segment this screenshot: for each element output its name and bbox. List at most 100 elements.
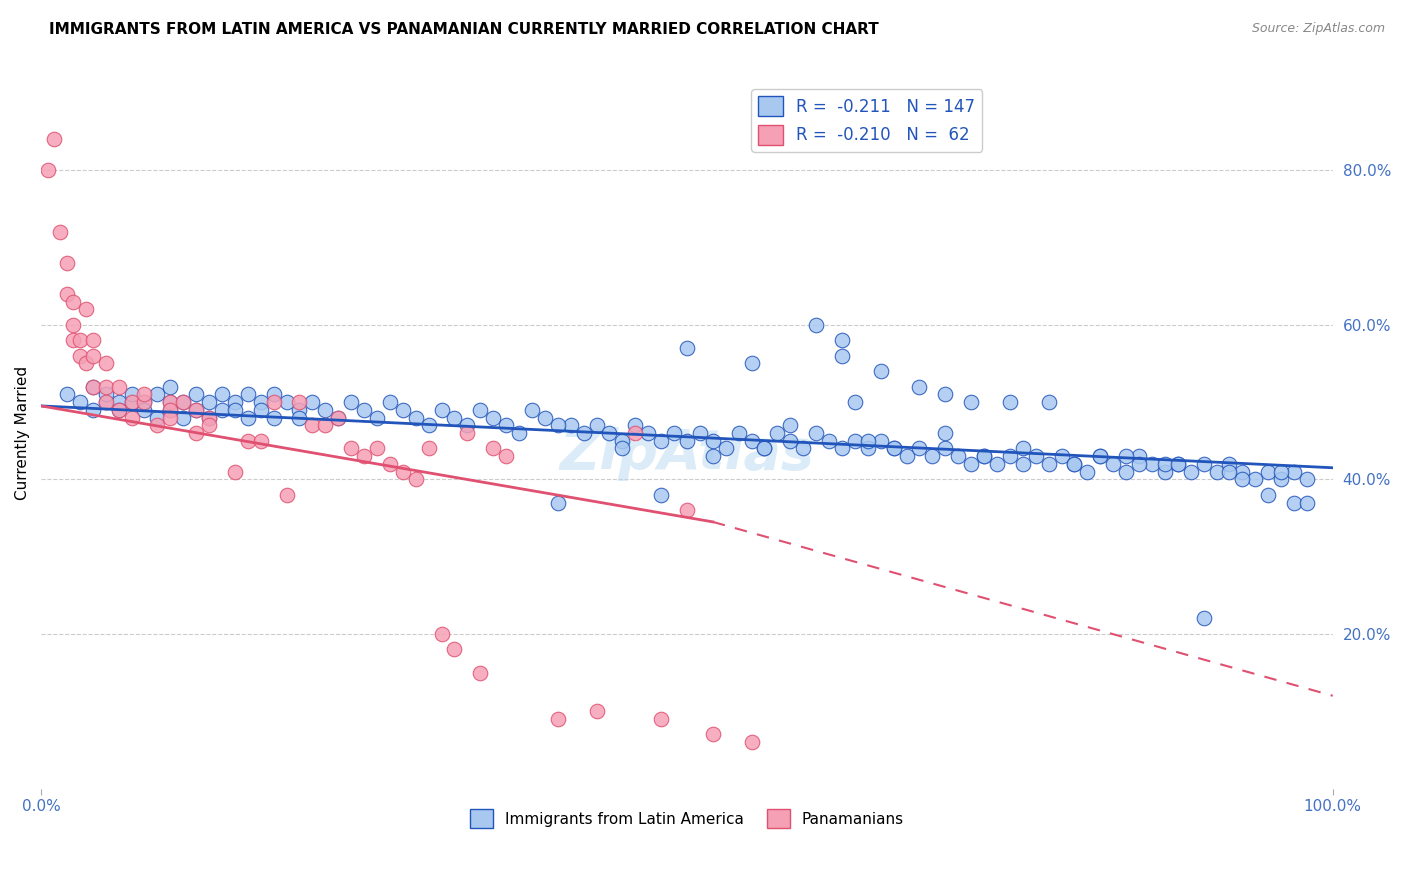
Point [741, 735, 763, 749]
Point [121, 387, 143, 401]
Point [754, 442, 776, 456]
Point [572, 425, 595, 440]
Point [75, 302, 97, 317]
Point [340, 395, 363, 409]
Point [236, 410, 259, 425]
Point [1038, 457, 1060, 471]
Point [146, 387, 169, 401]
Point [1257, 465, 1279, 479]
Point [741, 434, 763, 448]
Point [585, 704, 607, 718]
Point [1205, 465, 1227, 479]
Point [1063, 457, 1085, 471]
Point [288, 402, 311, 417]
Point [1115, 465, 1137, 479]
Point [1115, 449, 1137, 463]
Point [754, 442, 776, 456]
Point [211, 387, 233, 401]
Point [998, 395, 1021, 409]
Point [42, 132, 65, 146]
Point [82, 379, 104, 393]
Point [1011, 442, 1033, 456]
Point [236, 434, 259, 448]
Point [495, 449, 517, 463]
Point [159, 402, 181, 417]
Point [456, 418, 478, 433]
Point [1090, 449, 1112, 463]
Point [831, 442, 853, 456]
Point [94, 387, 117, 401]
Point [56, 387, 79, 401]
Point [831, 333, 853, 347]
Point [869, 434, 891, 448]
Point [766, 425, 789, 440]
Point [998, 449, 1021, 463]
Point [547, 712, 569, 726]
Point [107, 379, 129, 393]
Point [1128, 449, 1150, 463]
Point [637, 425, 659, 440]
Point [520, 402, 543, 417]
Point [1167, 457, 1189, 471]
Point [314, 402, 336, 417]
Point [75, 356, 97, 370]
Point [714, 442, 737, 456]
Point [495, 418, 517, 433]
Point [69, 333, 91, 347]
Point [689, 425, 711, 440]
Point [792, 442, 814, 456]
Point [172, 410, 194, 425]
Point [702, 727, 724, 741]
Point [1153, 465, 1175, 479]
Point [934, 442, 956, 456]
Point [547, 495, 569, 509]
Point [818, 434, 841, 448]
Point [883, 442, 905, 456]
Point [159, 410, 181, 425]
Point [288, 395, 311, 409]
Point [121, 395, 143, 409]
Point [470, 665, 492, 680]
Point [328, 410, 350, 425]
Point [134, 395, 156, 409]
Point [430, 627, 453, 641]
Point [198, 410, 221, 425]
Point [159, 379, 181, 393]
Point [856, 442, 879, 456]
Text: Source: ZipAtlas.com: Source: ZipAtlas.com [1251, 22, 1385, 36]
Point [146, 410, 169, 425]
Point [94, 379, 117, 393]
Point [276, 395, 298, 409]
Point [198, 410, 221, 425]
Point [172, 395, 194, 409]
Point [973, 449, 995, 463]
Point [263, 410, 285, 425]
Point [1025, 449, 1047, 463]
Point [831, 349, 853, 363]
Point [56, 256, 79, 270]
Point [314, 418, 336, 433]
Point [934, 425, 956, 440]
Point [779, 418, 801, 433]
Point [896, 449, 918, 463]
Point [211, 402, 233, 417]
Point [366, 442, 388, 456]
Point [56, 286, 79, 301]
Point [1167, 457, 1189, 471]
Point [236, 387, 259, 401]
Point [249, 402, 271, 417]
Point [869, 364, 891, 378]
Point [328, 410, 350, 425]
Point [560, 418, 582, 433]
Point [1050, 449, 1073, 463]
Point [1192, 611, 1215, 625]
Point [986, 457, 1008, 471]
Point [340, 442, 363, 456]
Point [353, 449, 375, 463]
Point [470, 402, 492, 417]
Point [378, 457, 401, 471]
Point [443, 410, 465, 425]
Point [908, 442, 931, 456]
Point [612, 442, 634, 456]
Point [391, 402, 413, 417]
